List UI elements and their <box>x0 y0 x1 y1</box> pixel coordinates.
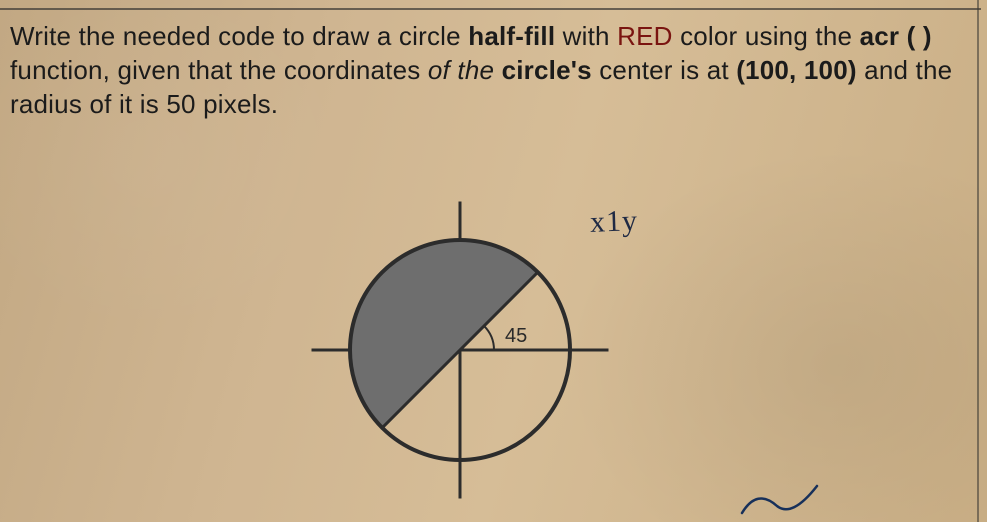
handwritten-annotation: x1y <box>589 204 638 240</box>
q-part: radius of it is 50 pixels. <box>10 89 278 119</box>
angle-45-label: 45 <box>505 325 527 348</box>
q-part: and the <box>857 55 953 85</box>
top-rule-line <box>0 8 981 10</box>
pen-scribble <box>737 478 827 518</box>
q-part: function, given that the coordinates <box>10 55 428 85</box>
q-part-ital: of the <box>428 55 502 85</box>
right-margin-line <box>977 0 979 522</box>
q-part-bold: circle's <box>502 55 600 85</box>
circle-figure: 45 x1y <box>250 150 750 510</box>
q-part-bold: acr ( ) <box>860 21 932 51</box>
q-part-bold: (100, 100) <box>736 55 857 85</box>
q-part: with <box>555 21 617 51</box>
question-text: Write the needed code to draw a circle h… <box>10 20 957 121</box>
q-part: color using the <box>673 21 860 51</box>
q-part: Write the needed code to draw a circle <box>10 21 468 51</box>
q-part: center is at <box>599 55 736 85</box>
q-part-bold: half-fill <box>468 21 555 51</box>
q-part-red: RED <box>617 21 673 51</box>
figure-svg <box>250 150 750 510</box>
